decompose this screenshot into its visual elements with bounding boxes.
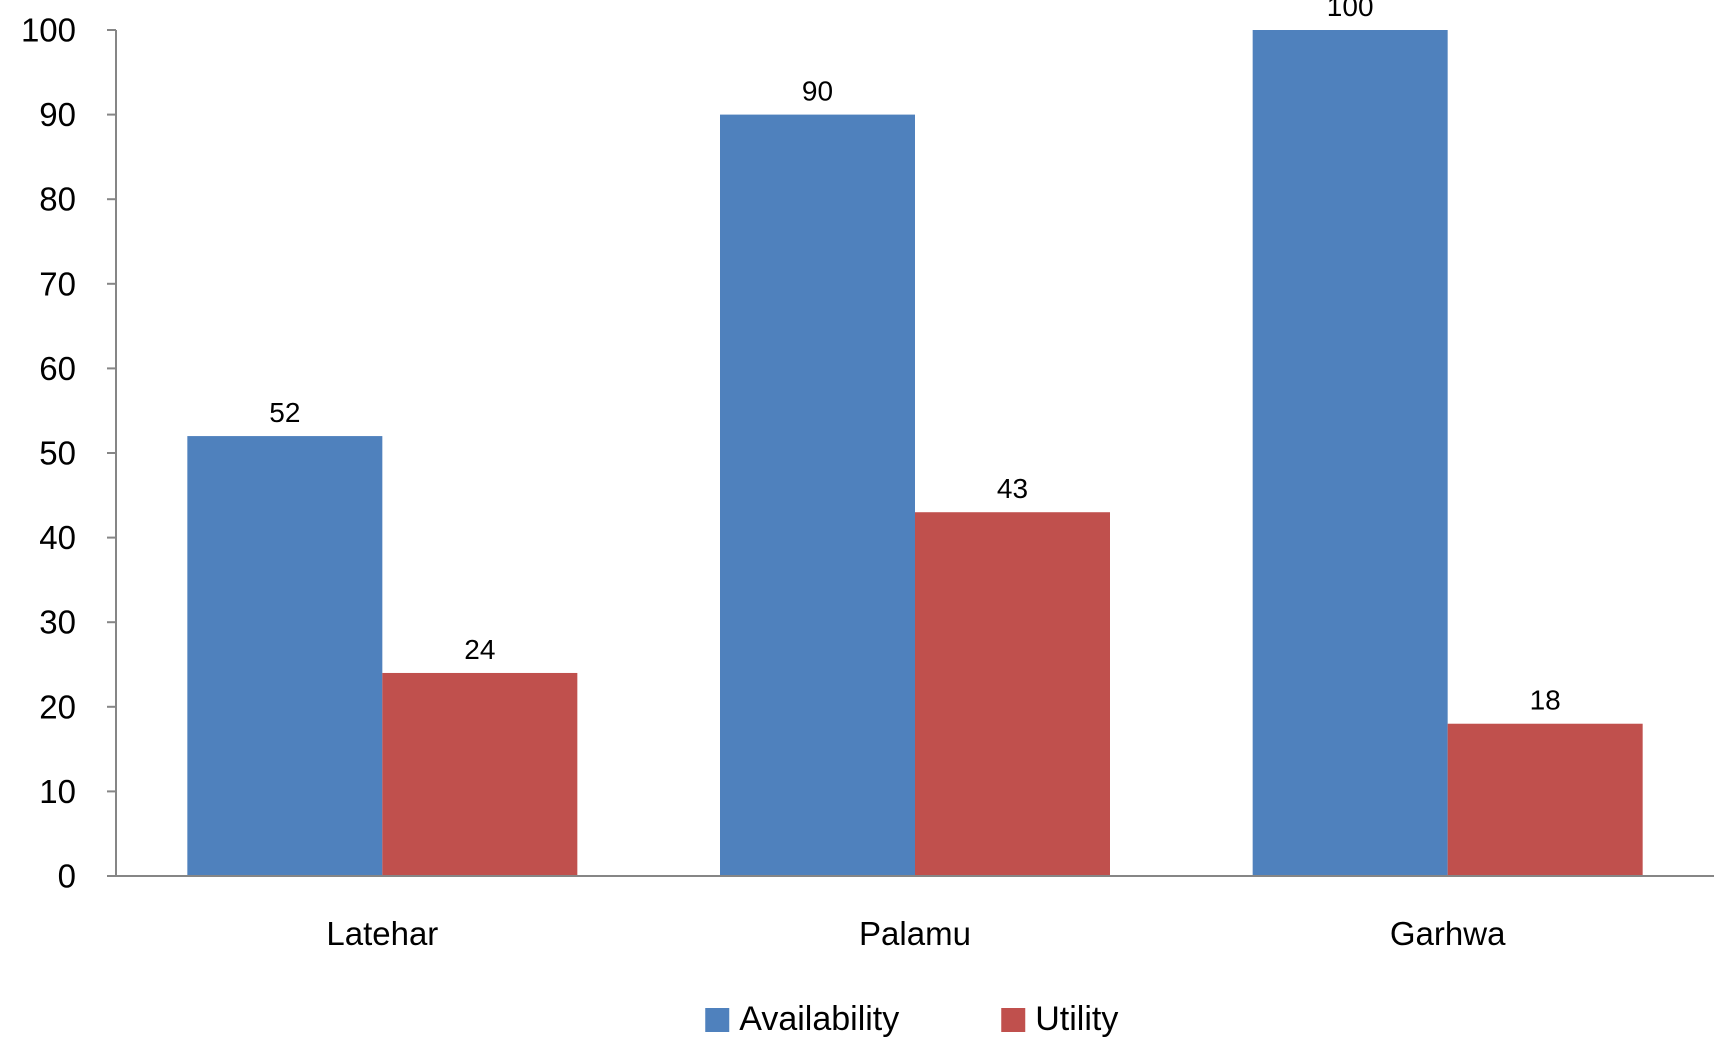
x-tick-label: Palamu [859, 915, 971, 952]
data-label-utility-palamu: 43 [997, 473, 1028, 504]
x-tick-label: Latehar [326, 915, 438, 952]
legend-swatch-utility [1001, 1008, 1026, 1032]
y-tick-label: 10 [39, 773, 76, 810]
y-tick-label: 40 [39, 519, 76, 556]
y-tick-label: 60 [39, 350, 76, 387]
bar-availability-latehar [187, 436, 383, 876]
y-tick-label: 50 [39, 435, 76, 472]
bar-series [187, 30, 1643, 877]
legend-label-utility: Utility [1035, 1000, 1118, 1038]
data-label-availability-garhwa: 100 [1327, 0, 1374, 22]
legend-swatch-availability [705, 1008, 730, 1032]
x-axis-category-labels: Latehar Palamu Garhwa [326, 915, 1506, 952]
bar-utility-latehar [382, 672, 578, 876]
legend-label-availability: Availability [739, 1000, 899, 1038]
y-tick-label: 90 [39, 96, 76, 133]
data-label-availability-latehar: 52 [269, 397, 300, 428]
data-label-utility-garhwa: 18 [1530, 685, 1561, 716]
y-tick-label: 100 [21, 12, 76, 49]
bar-availability-palamu [720, 114, 915, 877]
bar-utility-garhwa [1447, 723, 1643, 876]
y-tick-label: 70 [39, 265, 76, 302]
y-tick-label: 20 [39, 688, 76, 725]
y-tick-label: 30 [39, 604, 76, 641]
data-label-availability-palamu: 90 [802, 76, 833, 107]
bar-availability-garhwa [1252, 30, 1448, 876]
legend: Availability Utility [705, 1000, 1118, 1038]
data-labels: 52 24 90 43 100 18 [269, 0, 1560, 716]
axes [115, 30, 1714, 877]
data-label-utility-latehar: 24 [464, 634, 495, 665]
y-tick-label: 0 [58, 858, 76, 895]
bar-utility-palamu [915, 512, 1110, 876]
x-tick-label: Garhwa [1390, 915, 1506, 952]
y-tick-label: 80 [39, 181, 76, 218]
y-axis-ticks: 0 10 20 30 40 50 60 70 80 90 100 [21, 12, 116, 895]
